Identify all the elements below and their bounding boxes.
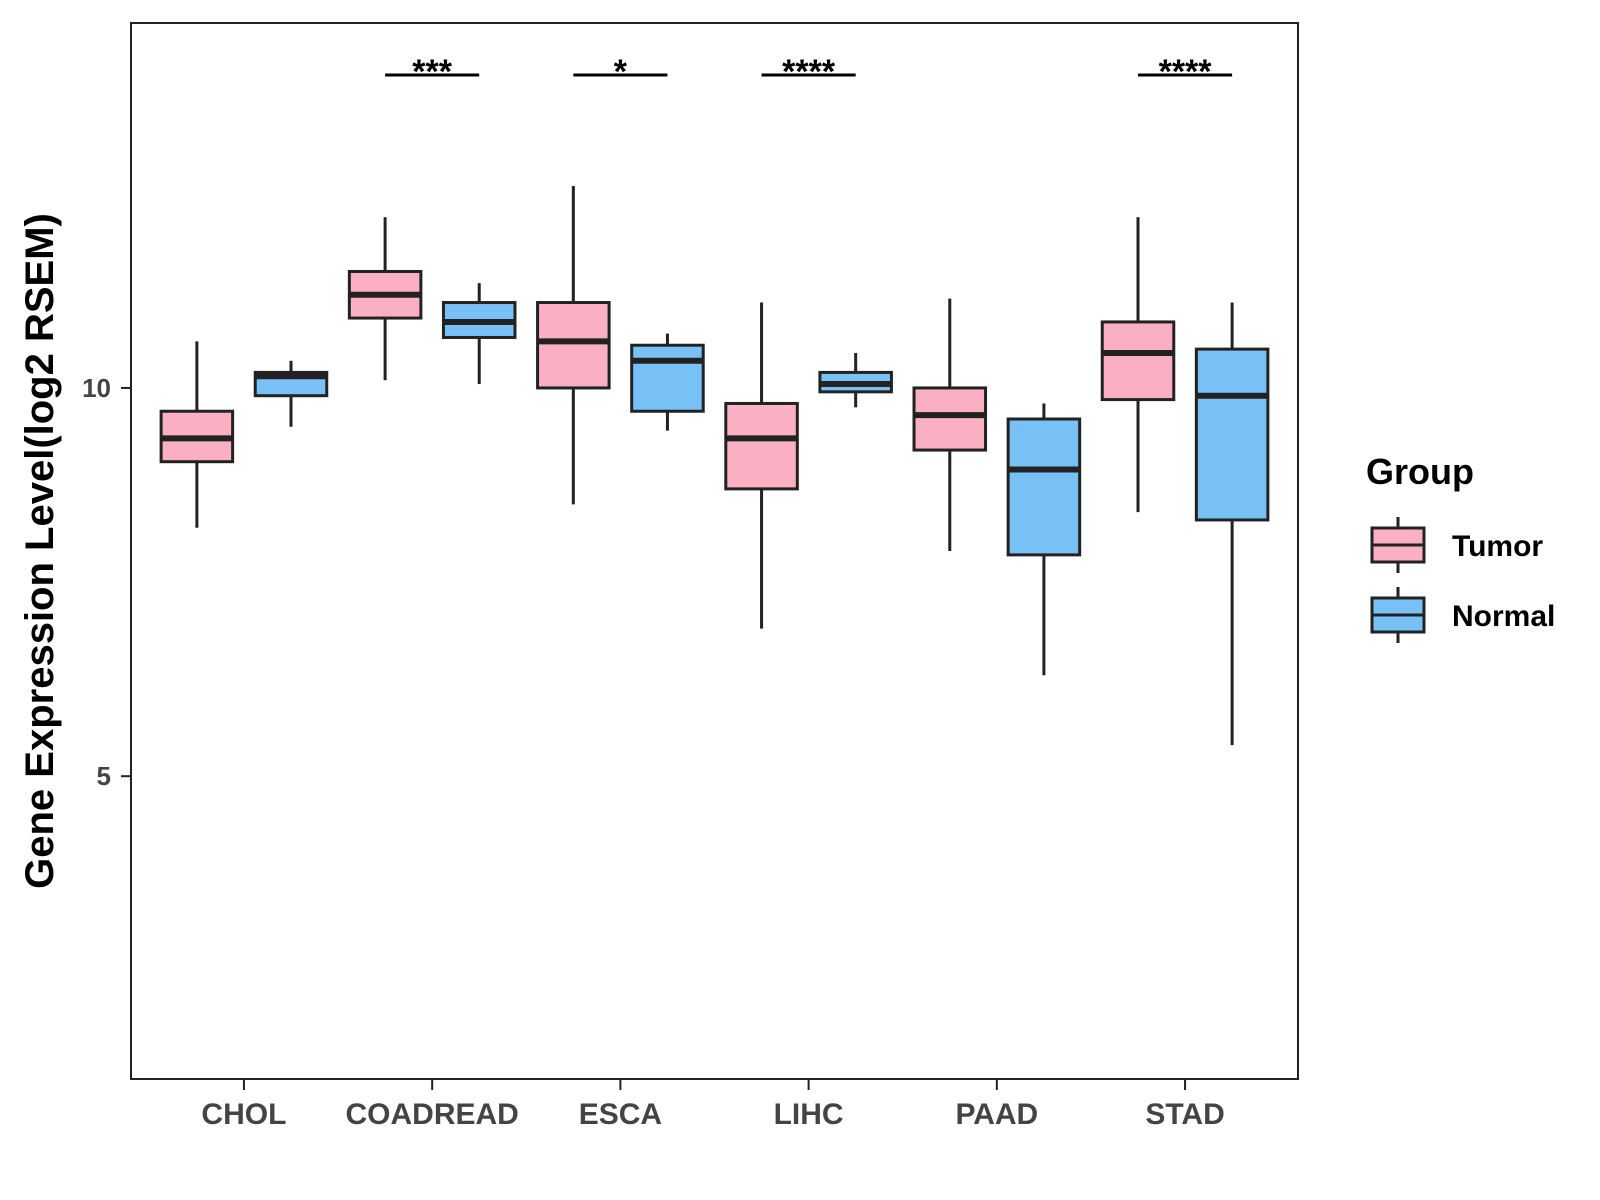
legend-label: Normal (1452, 600, 1555, 633)
sig-coadread: *** (385, 53, 480, 91)
box-normal-stad (1194, 302, 1270, 746)
box-body (1100, 320, 1176, 402)
box-tumor-paad (912, 298, 988, 551)
sig-lihc: **** (761, 53, 856, 91)
box-normal-paad (1006, 403, 1082, 676)
x-tick-label: ESCA (579, 1098, 662, 1131)
box-tumor-coadread (347, 217, 423, 381)
box-tumor-chol (159, 341, 235, 528)
legend-title: Group (1366, 451, 1474, 492)
sig-label: *** (412, 53, 452, 91)
y-tick-label: 5 (97, 761, 111, 791)
legend-entry-tumor: Tumor (1370, 517, 1543, 573)
x-tick-label: COADREAD (345, 1098, 518, 1131)
box-normal-esca (630, 333, 705, 431)
box-tumor-esca (536, 186, 611, 505)
sig-stad: **** (1138, 53, 1233, 91)
sig-esca: * (573, 53, 668, 91)
box-body (1006, 417, 1082, 557)
box-body (724, 401, 799, 491)
box-normal-coadread (441, 283, 517, 385)
x-axis: CHOL COADREAD ESCA LIHC PAAD STAD (201, 1079, 1225, 1131)
y-axis: 5 10 (82, 373, 131, 791)
box-tumor-lihc (724, 302, 799, 629)
legend: Group Tumor Normal (1366, 451, 1555, 643)
sig-label: * (614, 53, 628, 91)
box-layer (159, 186, 1270, 746)
box-tumor-stad (1100, 217, 1176, 513)
box-normal-lihc (818, 353, 893, 408)
box-body (630, 343, 705, 413)
panel-border (130, 22, 1299, 1080)
sig-label: **** (1159, 53, 1213, 91)
x-tick-label: PAAD (955, 1098, 1038, 1131)
legend-label: Tumor (1452, 530, 1543, 563)
significance-layer: *** * **** **** (385, 53, 1233, 91)
x-tick-label: LIHC (774, 1098, 844, 1131)
x-tick-label: STAD (1145, 1098, 1224, 1131)
legend-entry-normal: Normal (1370, 587, 1555, 643)
box-body (912, 386, 988, 452)
y-axis-title: Gene Expression Level(log2 RSEM) (18, 213, 62, 889)
sig-label: **** (782, 53, 836, 91)
y-tick-label: 10 (82, 373, 111, 403)
box-body (1194, 347, 1270, 522)
x-tick-label: CHOL (201, 1098, 286, 1131)
box-body (536, 301, 611, 390)
box-normal-chol (253, 360, 329, 427)
